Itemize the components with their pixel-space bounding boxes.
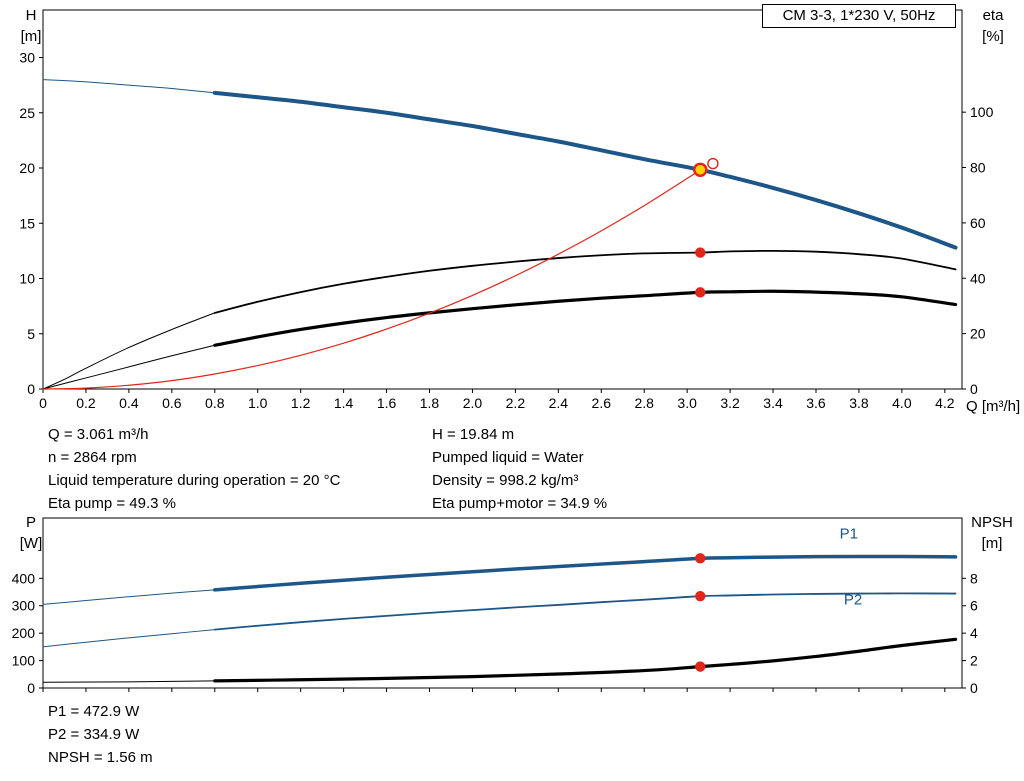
tick-label: 2.8 [634, 395, 654, 411]
info-p1: P1 = 472.9 W [48, 703, 140, 720]
tick-label: 200 [12, 625, 36, 641]
tick-label: 3.4 [763, 395, 783, 411]
p1-curve [213, 554, 958, 592]
system-curve [42, 169, 701, 390]
p-axis-unit: [W] [19, 535, 43, 552]
eta-pump-curve [213, 249, 957, 314]
tick-label: 4.2 [935, 395, 955, 411]
h-axis-label: H [m] [12, 5, 50, 47]
tick-label: 3.0 [677, 395, 697, 411]
eta-axis-unit: [%] [982, 28, 1004, 45]
tick-label: 60 [970, 215, 986, 231]
tick-label: 2.2 [506, 395, 526, 411]
info-npsh: NPSH = 1.56 m [48, 749, 153, 766]
tick-label: 1.6 [377, 395, 397, 411]
npsh-point[interactable] [695, 661, 706, 672]
tick-label: 0 [970, 680, 978, 696]
tick-label: 4.0 [892, 395, 912, 411]
info-pumped-liquid: Pumped liquid = Water [432, 449, 584, 466]
tick-label: 100 [970, 104, 994, 120]
tick-label: 20 [19, 160, 35, 176]
p-axis-name: P [25, 514, 36, 531]
series-label-p2: P2 [844, 591, 862, 608]
p-axis-label: P [W] [12, 512, 50, 554]
tick-label: 1.4 [334, 395, 354, 411]
info-head: H = 19.84 m [432, 426, 515, 443]
tick-label: 0 [27, 381, 35, 397]
p2-point[interactable] [695, 590, 706, 602]
pump-head-curve [42, 79, 216, 94]
tick-label: 1.0 [248, 395, 268, 411]
tick-label: 15 [19, 215, 35, 231]
tick-label: 3.2 [720, 395, 740, 411]
eta-pump-motor-point[interactable] [695, 287, 706, 298]
h-axis-unit: [m] [20, 28, 42, 45]
eta-pump-point[interactable] [695, 247, 706, 258]
tick-label: 300 [12, 598, 36, 614]
tick-label: 0.4 [119, 395, 139, 411]
npsh-axis-name: NPSH [971, 514, 1013, 531]
h-axis-name: H [25, 7, 37, 24]
info-eta-pump-motor: Eta pump+motor = 34.9 % [432, 495, 608, 512]
tick-label: 100 [12, 653, 36, 669]
qh-eta-chart-frame [42, 9, 963, 390]
tick-label: 6 [970, 598, 978, 614]
tick-label: 8 [970, 570, 978, 586]
tick-label: 10 [19, 271, 35, 287]
tick-label: 2 [970, 653, 978, 669]
tick-label: 4 [970, 625, 978, 641]
eta-pump-motor-curve [213, 289, 958, 347]
eta-axis-name: eta [982, 7, 1004, 24]
info-liquid-temperature: Liquid temperature during operation = 20… [48, 472, 341, 489]
pump-head-curve [212, 90, 958, 250]
power-npsh-chart-frame [42, 517, 963, 689]
tick-label: 0.8 [205, 395, 225, 411]
tick-label: 0.2 [76, 395, 96, 411]
eta-pump-curve [42, 312, 216, 390]
npsh-axis-label: NPSH [m] [962, 512, 1022, 554]
duty-point[interactable] [693, 162, 708, 177]
power-npsh-info: P1 = 472.9 W P2 = 334.9 W NPSH = 1.56 m [48, 700, 153, 769]
npsh-curve [42, 680, 216, 683]
tick-label: 0.6 [162, 395, 182, 411]
info-p2: P2 = 334.9 W [48, 726, 140, 743]
tick-label: 2.6 [592, 395, 612, 411]
tick-label: 5 [27, 326, 35, 342]
info-density: Density = 998.2 kg/m³ [432, 472, 579, 489]
tick-label: 25 [19, 105, 35, 121]
tick-label: 1.2 [291, 395, 311, 411]
duty-info-right: H = 19.84 m Pumped liquid = Water Densit… [432, 423, 607, 515]
eta-pump-motor-curve [42, 344, 216, 390]
info-speed: n = 2864 rpm [48, 449, 137, 466]
p2-curve [42, 629, 216, 648]
npsh-curve [213, 637, 958, 683]
tick-label: 0 [27, 680, 35, 696]
tick-label: 3.8 [849, 395, 869, 411]
info-eta-pump: Eta pump = 49.3 % [48, 495, 176, 512]
requested-duty-point[interactable] [707, 157, 719, 170]
tick-label: 3.6 [806, 395, 826, 411]
duty-info-left: Q = 3.061 m³/h n = 2864 rpm Liquid tempe… [48, 423, 340, 515]
tick-label: 2.4 [549, 395, 569, 411]
tick-label: 80 [970, 160, 986, 176]
tick-label: 1.8 [420, 395, 440, 411]
tick-label: 0 [970, 381, 978, 397]
tick-label: 20 [970, 326, 986, 342]
p1-curve [42, 589, 216, 605]
tick-label: 400 [12, 570, 36, 586]
pump-title-box: CM 3-3, 1*230 V, 50Hz [762, 4, 956, 28]
tick-label: 30 [19, 50, 35, 66]
p1-point[interactable] [695, 553, 706, 564]
q-axis-label: Q [m³/h] [966, 398, 1021, 415]
npsh-axis-unit: [m] [981, 535, 1003, 552]
eta-axis-label: eta [%] [970, 5, 1016, 47]
p2-curve [213, 592, 957, 631]
tick-label: 40 [970, 270, 986, 286]
tick-label: 2.0 [463, 395, 483, 411]
info-flow: Q = 3.061 m³/h [48, 426, 149, 443]
series-label-p1: P1 [840, 526, 858, 543]
tick-label: 0 [39, 395, 47, 411]
